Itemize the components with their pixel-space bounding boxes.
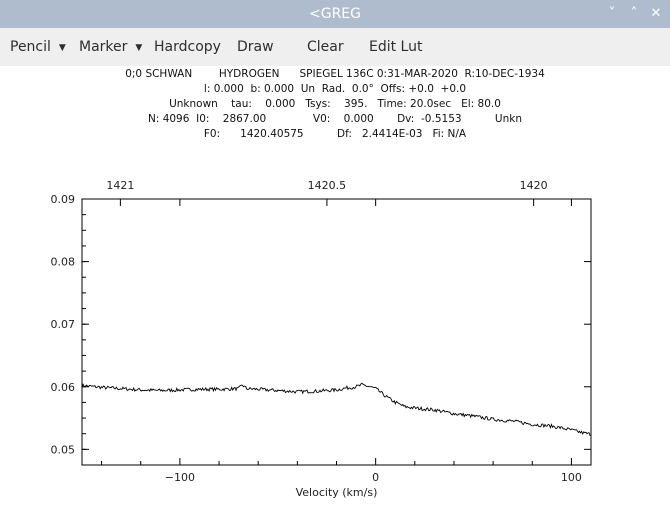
header-line-channels: N: 4096 I0: 2867.00 V0: 0.000 Dv: -0.515… [147,113,523,125]
marker-menu[interactable]: Marker ▼ [79,28,142,66]
header-line-source: 0;0 SCHWAN HYDROGEN SPIEGEL 136C 0:31-MA… [125,68,545,80]
header-line-frequency: F0: 1420.40575 Df: 2.4414E-03 Fi: N/A [203,128,467,140]
hardcopy-button[interactable]: Hardcopy [154,39,221,55]
window-title: <GREG [308,6,361,22]
x-axis-label: Velocity (km/s) [296,486,378,499]
y-tick-label: 0.06 [51,381,76,394]
spectrum-plot: −100 0 100 0.05 0.06 0.07 0.08 0.09 1421 1420.5 14… [0,156,670,512]
pencil-menu-label: Pencil [10,39,51,55]
y-tick-label: 0.07 [51,318,76,331]
top-axis-tick-label: 1421 [106,179,134,192]
top-axis-tick-label: 1420.5 [308,179,347,192]
x-tick-label: 0 [372,471,379,484]
y-tick-label: 0.08 [51,256,76,269]
plot-frame [81,198,592,466]
chevron-down-icon: ▼ [135,43,143,53]
spectrum-chart: −100 0 100 0.05 0.06 0.07 0.08 0.09 1421 1420.5 14… [51,179,592,499]
spectrum-header: 0;0 SCHWAN HYDROGEN SPIEGEL 136C 0:31-MA… [0,66,670,156]
top-axis-tick-label: 1420 [520,179,548,192]
edit-lut-button[interactable]: Edit Lut [369,39,423,55]
maximize-icon[interactable]: ˄ [630,6,638,21]
y-tick-label: 0.09 [51,193,76,206]
header-line-coordinates: l: 0.000 b: 0.000 Un Rad. 0.0° Offs: +0.… [203,83,467,95]
draw-button[interactable]: Draw [237,39,274,55]
minimize-icon[interactable]: ˅ [608,6,616,21]
y-tick-label: 0.05 [51,443,76,456]
menu-bar: Pencil ▼ Marker ▼ Hardcopy Draw Clear Edit… [0,28,670,66]
marker-menu-label: Marker [79,39,128,55]
title-bar: <GREG ˅ ˄ ✕ [0,0,670,28]
x-tick-label: 100 [561,471,582,484]
pencil-menu[interactable]: Pencil ▼ [10,28,66,66]
close-icon[interactable]: ✕ [650,6,662,21]
x-tick-label: −100 [165,471,195,484]
header-line-observation: Unknown tau: 0.000 Tsys: 395. Time: 20.0… [169,98,501,110]
spectrum-line [81,382,591,436]
clear-button[interactable]: Clear [307,39,344,55]
chevron-down-icon: ▼ [58,43,66,53]
